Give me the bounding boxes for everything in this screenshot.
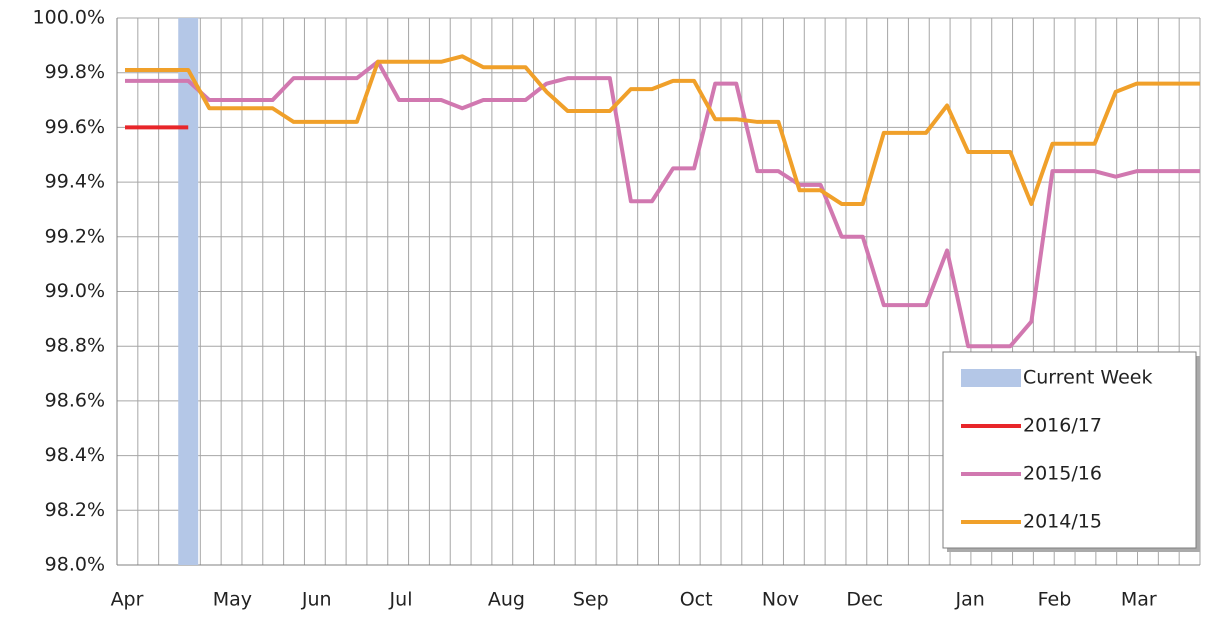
legend-label: Current Week xyxy=(1023,367,1152,389)
y-tick-label: 99.4% xyxy=(45,171,105,193)
y-tick-label: 99.2% xyxy=(45,225,105,247)
x-tick-label: Jul xyxy=(389,589,413,611)
x-tick-label: Mar xyxy=(1121,589,1157,611)
y-tick-label: 98.8% xyxy=(45,335,105,357)
legend-label: 2014/15 xyxy=(1023,511,1102,533)
x-tick-label: Feb xyxy=(1038,589,1072,611)
x-tick-label: Aug xyxy=(488,589,525,611)
y-tick-label: 99.6% xyxy=(45,116,105,138)
legend-swatch xyxy=(961,369,1021,387)
x-tick-label: Jun xyxy=(301,589,332,611)
bar xyxy=(178,18,199,565)
line-series xyxy=(125,54,1200,206)
x-tick-label: Apr xyxy=(111,589,144,611)
x-tick-label: Oct xyxy=(680,589,713,611)
y-tick-label: 98.2% xyxy=(45,499,105,521)
y-tick-label: 100.0% xyxy=(33,7,105,29)
x-tick-label: Nov xyxy=(762,589,799,611)
x-tick-label: May xyxy=(213,589,252,611)
legend-label: 2016/17 xyxy=(1023,415,1102,437)
x-tick-label: Sep xyxy=(573,589,609,611)
x-tick-label: Jan xyxy=(954,589,984,611)
line-series xyxy=(125,59,1200,349)
y-tick-label: 99.8% xyxy=(45,61,105,83)
y-tick-label: 98.6% xyxy=(45,389,105,411)
x-tick-label: Dec xyxy=(846,589,883,611)
legend-label: 2015/16 xyxy=(1023,463,1102,485)
y-tick-label: 98.0% xyxy=(45,554,105,576)
y-tick-label: 98.4% xyxy=(45,444,105,466)
y-tick-label: 99.0% xyxy=(45,280,105,302)
